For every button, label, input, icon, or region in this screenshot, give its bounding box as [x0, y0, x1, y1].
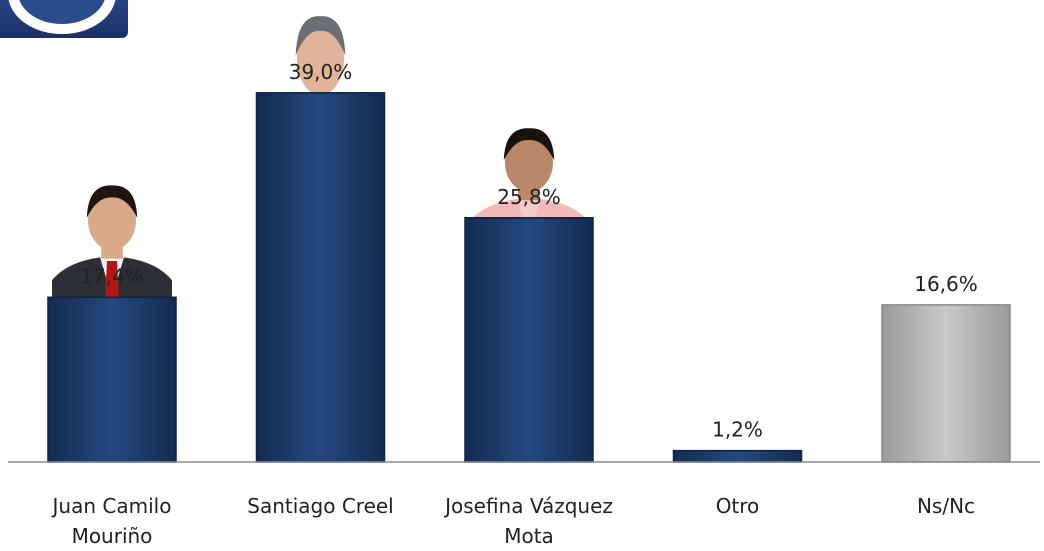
photo-juan-camilo-mourino-person-photo-icon: [52, 177, 172, 297]
category-label-juan-camilo-mourino: Juan Camilo Mouriño: [51, 494, 172, 548]
bar-josefina-vazquez-mota: [464, 217, 594, 463]
bar-ns-nc: [881, 304, 1011, 463]
value-label-josefina-vazquez-mota: 25,8%: [497, 185, 561, 209]
value-label-ns-nc: 16,6%: [914, 272, 978, 296]
value-label-juan-camilo-mourino: 17,4%: [80, 264, 144, 288]
bar-santiago-creel: [255, 92, 386, 463]
value-label-santiago-creel: 39,0%: [289, 60, 353, 84]
category-label-otro: Otro: [716, 494, 760, 518]
bar-juan-camilo-mourino: [47, 296, 177, 463]
category-label-santiago-creel: Santiago Creel: [247, 494, 393, 518]
bars: [47, 92, 1011, 463]
category-labels: Juan Camilo Mouriño Santiago Creel Josefina…: [51, 494, 976, 548]
value-label-otro: 1,2%: [712, 418, 763, 442]
value-labels: 17,4% 39,0% 25,8% 1,2% 16,6%: [80, 60, 978, 442]
category-label-josefina-vazquez-mota: Josefina Vázquez Mota: [443, 494, 613, 548]
bar-otro: [672, 449, 803, 463]
party-logo-icon: [0, 0, 128, 38]
category-label-ns-nc: Ns/Nc: [917, 494, 975, 518]
